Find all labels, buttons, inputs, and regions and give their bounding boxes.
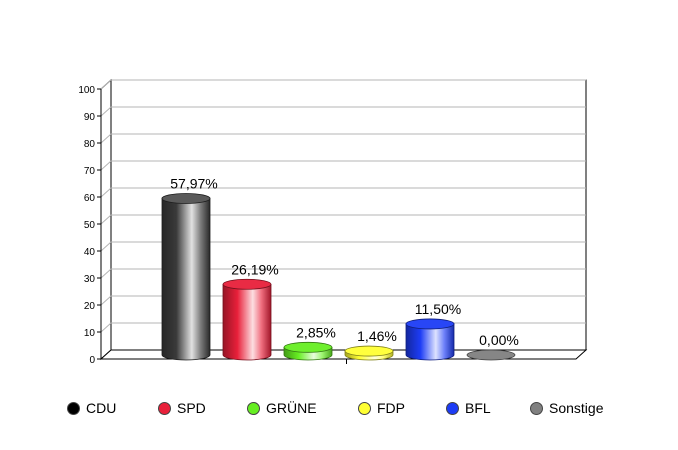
legend: CDU SPD GRÜNE FDP BFL Sonstige bbox=[0, 400, 678, 422]
legend-marker bbox=[158, 401, 171, 415]
y-tick-label: 50 bbox=[84, 220, 96, 231]
y-tick-label: 90 bbox=[84, 112, 96, 123]
legend-marker bbox=[67, 401, 80, 415]
legend-label: GRÜNE bbox=[266, 400, 317, 416]
legend-label: FDP bbox=[377, 400, 405, 416]
bar-sonstige bbox=[466, 349, 516, 361]
bar-body bbox=[222, 283, 272, 361]
legend-item-cdu: CDU bbox=[67, 400, 116, 416]
legend-label: CDU bbox=[86, 400, 117, 416]
y-tick-label: 0 bbox=[89, 355, 95, 366]
gridline-side bbox=[100, 295, 112, 306]
y-tick-label: 20 bbox=[84, 301, 96, 312]
data-labels: 57,97% 26,19% 2,85% 1,46% 11,50% 0,00% bbox=[170, 175, 519, 348]
bars bbox=[161, 193, 516, 361]
legend-label: Sonstige bbox=[549, 400, 604, 416]
bar-top bbox=[222, 278, 272, 290]
legend-marker bbox=[247, 401, 260, 415]
data-label-spd: 26,19% bbox=[231, 261, 278, 277]
y-tick-label: 60 bbox=[84, 193, 96, 204]
gridline-side bbox=[100, 268, 112, 279]
bar-grüne bbox=[283, 341, 333, 361]
legend-item-sonstige: Sonstige bbox=[530, 400, 603, 416]
gridline-side bbox=[100, 106, 112, 117]
bar-top bbox=[283, 341, 333, 353]
y-tick-label: 10 bbox=[84, 328, 96, 339]
bar-top bbox=[161, 193, 211, 204]
legend-label: BFL bbox=[465, 400, 491, 416]
y-tick-label: 80 bbox=[84, 139, 96, 150]
y-tick-label: 100 bbox=[78, 85, 95, 96]
bar-top bbox=[344, 345, 394, 357]
legend-item-grüne: GRÜNE bbox=[247, 400, 317, 416]
bar-top bbox=[466, 349, 516, 361]
gridline-side bbox=[100, 187, 112, 198]
data-label-bfl: 11,50% bbox=[415, 301, 461, 317]
gridline-side bbox=[100, 79, 112, 90]
bar-top bbox=[405, 318, 455, 330]
legend-marker bbox=[446, 401, 459, 415]
y-tick-label: 70 bbox=[84, 166, 96, 177]
legend-item-bfl: BFL bbox=[446, 400, 491, 416]
data-label-grüne: 2,85% bbox=[296, 324, 336, 340]
gridline-side bbox=[100, 160, 112, 171]
bar-spd bbox=[222, 278, 272, 361]
legend-marker bbox=[358, 401, 371, 415]
data-label-fdp: 1,46% bbox=[357, 328, 397, 344]
legend-label: SPD bbox=[177, 400, 206, 416]
data-label-cdu: 57,97% bbox=[170, 175, 217, 191]
legend-item-spd: SPD bbox=[158, 400, 206, 416]
bar-fdp bbox=[344, 345, 394, 361]
bar-cdu bbox=[161, 193, 211, 361]
y-axis: 0 10 20 30 40 50 60 70 80 90 100 bbox=[78, 85, 102, 366]
y-tick-label: 30 bbox=[84, 274, 96, 285]
data-label-sonstige: 0,00% bbox=[479, 332, 519, 348]
bar-body bbox=[405, 323, 455, 361]
bar-body bbox=[161, 198, 211, 361]
legend-marker bbox=[530, 401, 543, 415]
gridline-side bbox=[100, 133, 112, 144]
y-tick-label: 40 bbox=[84, 247, 96, 258]
bar-bfl bbox=[405, 318, 455, 361]
gridline-side bbox=[100, 241, 112, 252]
legend-item-fdp: FDP bbox=[358, 400, 405, 416]
gridline-side bbox=[100, 322, 112, 333]
gridline-side bbox=[100, 214, 112, 225]
